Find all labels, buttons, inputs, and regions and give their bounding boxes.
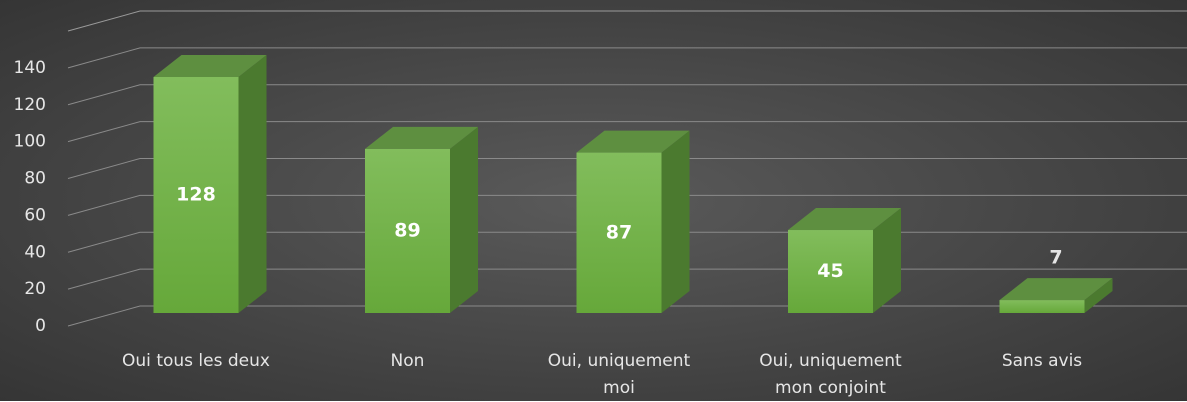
y-tick-label: 100 <box>14 132 46 152</box>
x-tick-label: Oui tous les deux <box>122 351 270 371</box>
bar-side <box>1084 278 1113 313</box>
y-tick-label: 80 <box>24 169 46 189</box>
grid-line <box>67 158 1187 179</box>
x-tick-label: Oui, uniquement mon conjoint <box>759 351 902 398</box>
x-tick-label: Non <box>390 351 425 371</box>
wall-edge <box>67 10 1187 32</box>
grid-line <box>67 121 1187 143</box>
bar-top <box>365 126 478 149</box>
data-label: 45 <box>817 260 843 282</box>
bar-top <box>999 278 1113 301</box>
bar-top <box>788 208 901 231</box>
data-label: 128 <box>176 184 216 206</box>
bar <box>788 230 873 313</box>
bar-side <box>450 126 478 313</box>
y-tick-label: 40 <box>24 242 46 262</box>
y-tick-label: 0 <box>35 316 46 336</box>
grid-line <box>67 194 1187 216</box>
bar-side <box>238 55 267 313</box>
data-label: 89 <box>394 219 420 241</box>
y-tick-label: 120 <box>14 95 46 115</box>
bar <box>999 300 1085 313</box>
bar-top <box>153 55 267 77</box>
bar <box>576 152 662 313</box>
grid-line <box>67 84 1187 106</box>
y-tick-label: 20 <box>24 279 46 299</box>
bar-side <box>873 208 901 313</box>
bar <box>365 148 450 313</box>
data-label: 7 <box>1049 247 1062 269</box>
x-tick-label: Oui, uniquement moi <box>547 351 691 398</box>
grid-line <box>67 47 1187 69</box>
data-label: 87 <box>606 221 632 243</box>
bar-top <box>576 130 690 153</box>
y-tick-label: 140 <box>14 58 46 78</box>
bar-side <box>661 130 690 313</box>
x-tick-label: Sans avis <box>1001 351 1083 371</box>
y-tick-label: 60 <box>24 205 46 225</box>
bar <box>153 77 239 313</box>
